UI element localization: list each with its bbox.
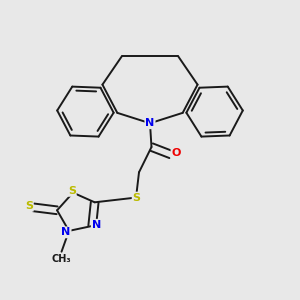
Text: N: N bbox=[61, 227, 70, 237]
Text: S: S bbox=[68, 186, 76, 196]
Text: N: N bbox=[92, 220, 101, 230]
Text: S: S bbox=[25, 201, 33, 211]
Text: CH₃: CH₃ bbox=[52, 254, 71, 264]
Text: N: N bbox=[146, 118, 154, 128]
Text: O: O bbox=[172, 148, 181, 158]
Text: S: S bbox=[133, 193, 141, 202]
